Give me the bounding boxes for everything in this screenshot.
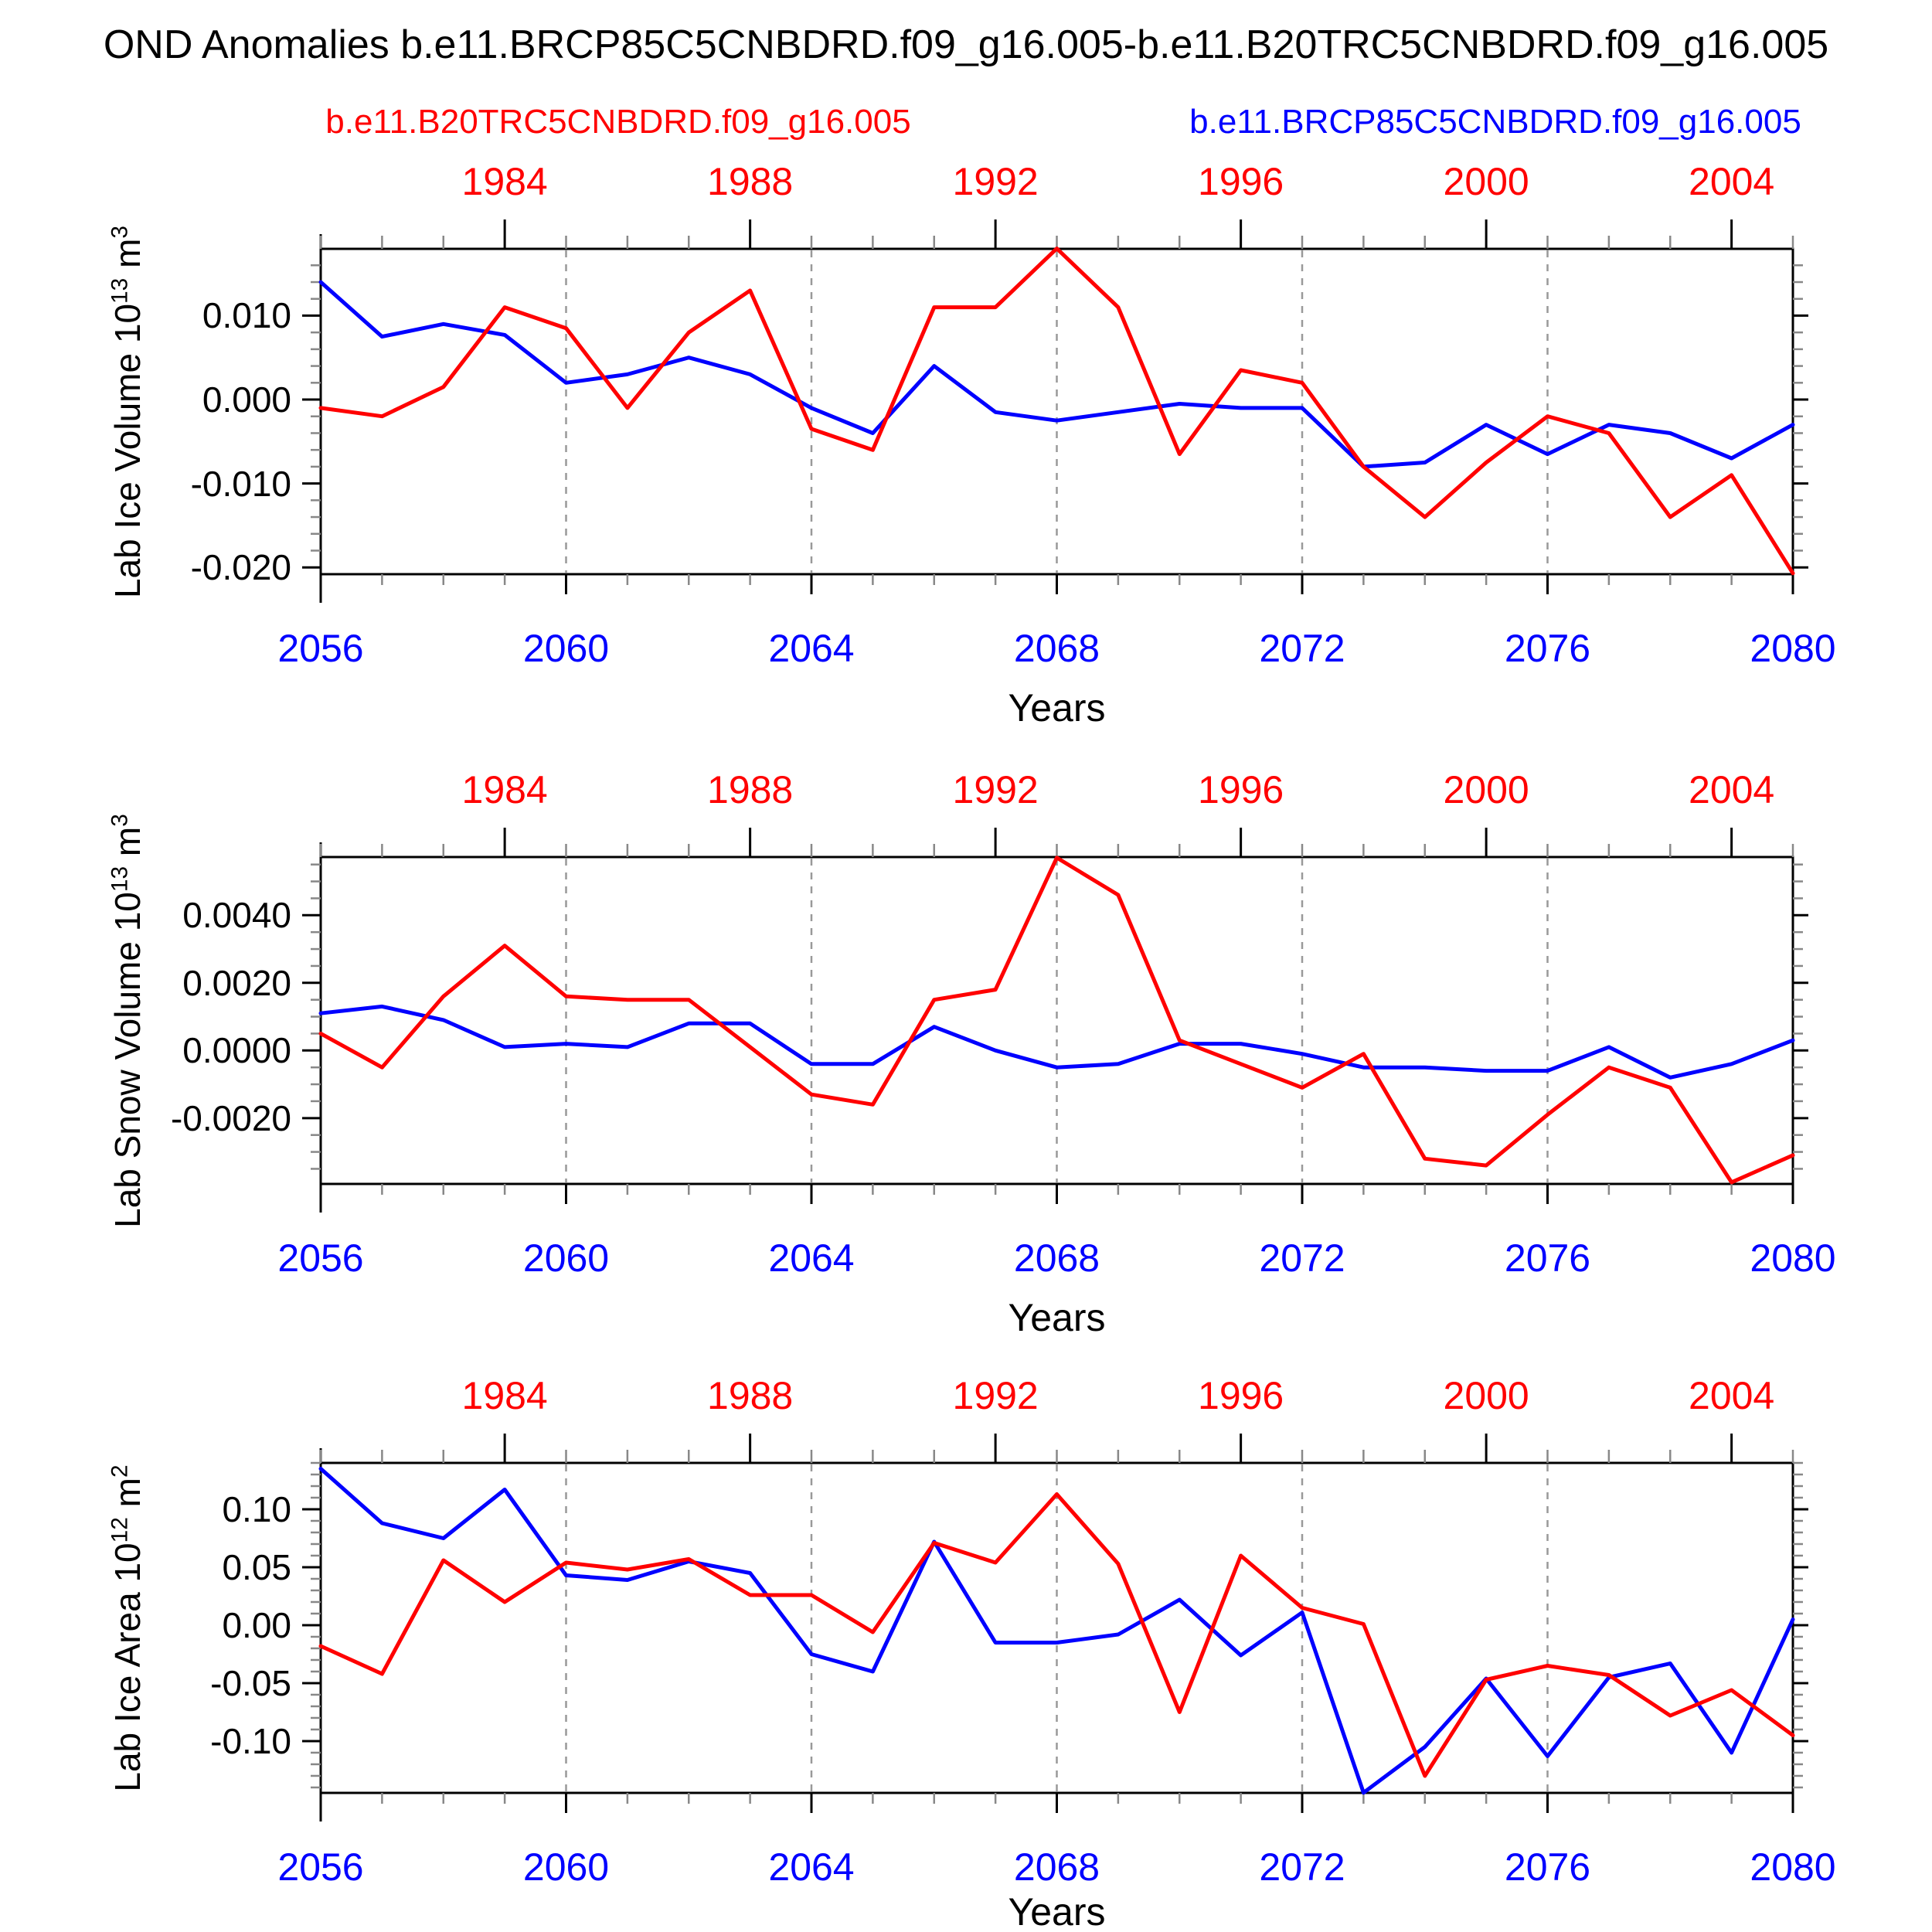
lab-ice-area-y-axis-title: Lab Ice Area 1012 m2 — [107, 1464, 148, 1791]
y-tick-label: 0.00 — [222, 1604, 291, 1645]
x-tick-label-top: 1984 — [461, 768, 548, 811]
x-tick-label-top: 1996 — [1198, 1374, 1284, 1417]
x-tick-label-bottom: 2064 — [768, 1236, 855, 1280]
x-tick-label-top: 1988 — [707, 768, 794, 811]
x-tick-label-top: 2000 — [1443, 768, 1529, 811]
y-tick-label: 0.05 — [222, 1546, 291, 1587]
x-tick-label-bottom: 2068 — [1013, 627, 1100, 670]
y-axis-title-exponent: 12 — [107, 1516, 133, 1543]
x-tick-label-bottom: 2080 — [1750, 1236, 1836, 1280]
x-tick-label-top: 1992 — [952, 768, 1039, 811]
y-tick-label: 0.0040 — [182, 895, 291, 936]
lab-snow-volume-x-axis-title: Years — [1008, 1296, 1106, 1339]
x-tick-label-bottom: 2068 — [1013, 1845, 1100, 1889]
y-tick-label: -0.10 — [210, 1720, 291, 1761]
y-tick-label: 0.0000 — [182, 1030, 291, 1071]
x-tick-label-top: 1996 — [1198, 768, 1284, 811]
x-tick-label-top: 1988 — [707, 1374, 794, 1417]
x-tick-label-bottom: 2076 — [1504, 627, 1591, 670]
x-tick-label-bottom: 2068 — [1013, 1236, 1100, 1280]
x-tick-label-bottom: 2060 — [522, 1845, 610, 1889]
x-tick-label-bottom: 2064 — [768, 627, 855, 670]
legend-red-label: b.e11.B20TRC5CNBDRD.f09_g16.005 — [325, 103, 911, 141]
y-axis-title-unit: m — [107, 1477, 148, 1517]
x-tick-label-bottom: 2056 — [277, 1845, 364, 1889]
y-tick-label: -0.05 — [210, 1662, 291, 1703]
x-tick-label-top: 2000 — [1443, 1374, 1529, 1417]
y-tick-label: 0.010 — [202, 295, 291, 336]
y-tick-label: -0.020 — [190, 547, 291, 588]
y-tick-label: -0.0020 — [170, 1097, 291, 1138]
x-tick-label-top: 2004 — [1689, 768, 1775, 811]
x-tick-label-top: 1984 — [461, 160, 548, 203]
y-tick-label: 0.10 — [222, 1488, 291, 1529]
x-tick-label-bottom: 2056 — [277, 1236, 364, 1280]
lab-ice-area-x-axis-title: Years — [1008, 1890, 1106, 1932]
x-tick-label-top: 2000 — [1443, 160, 1529, 203]
x-tick-label-top: 1984 — [461, 1374, 548, 1417]
x-tick-label-top: 2004 — [1689, 1374, 1775, 1417]
x-tick-label-bottom: 2064 — [768, 1845, 855, 1889]
x-tick-label-top: 1988 — [707, 160, 794, 203]
legend-blue-label: b.e11.BRCP85C5CNBDRD.f09_g16.005 — [1189, 103, 1801, 141]
x-tick-label-bottom: 2060 — [522, 627, 610, 670]
x-tick-label-bottom: 2072 — [1259, 1845, 1345, 1889]
x-tick-label-bottom: 2076 — [1504, 1236, 1591, 1280]
x-tick-label-bottom: 2056 — [277, 627, 364, 670]
x-tick-label-top: 1992 — [952, 1374, 1039, 1417]
y-tick-label: -0.010 — [190, 463, 291, 504]
x-tick-label-bottom: 2080 — [1750, 1845, 1836, 1889]
y-tick-label: 0.000 — [202, 379, 291, 420]
lab-ice-volume-x-axis-title: Years — [1008, 686, 1106, 730]
x-tick-label-bottom: 2076 — [1504, 1845, 1591, 1889]
x-tick-label-top: 2004 — [1689, 160, 1775, 203]
x-tick-label-top: 1996 — [1198, 160, 1284, 203]
x-tick-label-bottom: 2072 — [1259, 627, 1345, 670]
y-axis-title-unit-exponent: 2 — [107, 1464, 133, 1478]
x-tick-label-bottom: 2080 — [1750, 627, 1836, 670]
x-tick-label-bottom: 2060 — [522, 1236, 610, 1280]
x-tick-label-bottom: 2072 — [1259, 1236, 1345, 1280]
x-tick-label-top: 1992 — [952, 160, 1039, 203]
page-title: OND Anomalies b.e11.BRCP85C5CNBDRD.f09_g… — [103, 22, 1829, 67]
y-axis-title-text: Lab Ice Area 10 — [107, 1542, 148, 1792]
y-tick-label: 0.0020 — [182, 962, 291, 1003]
